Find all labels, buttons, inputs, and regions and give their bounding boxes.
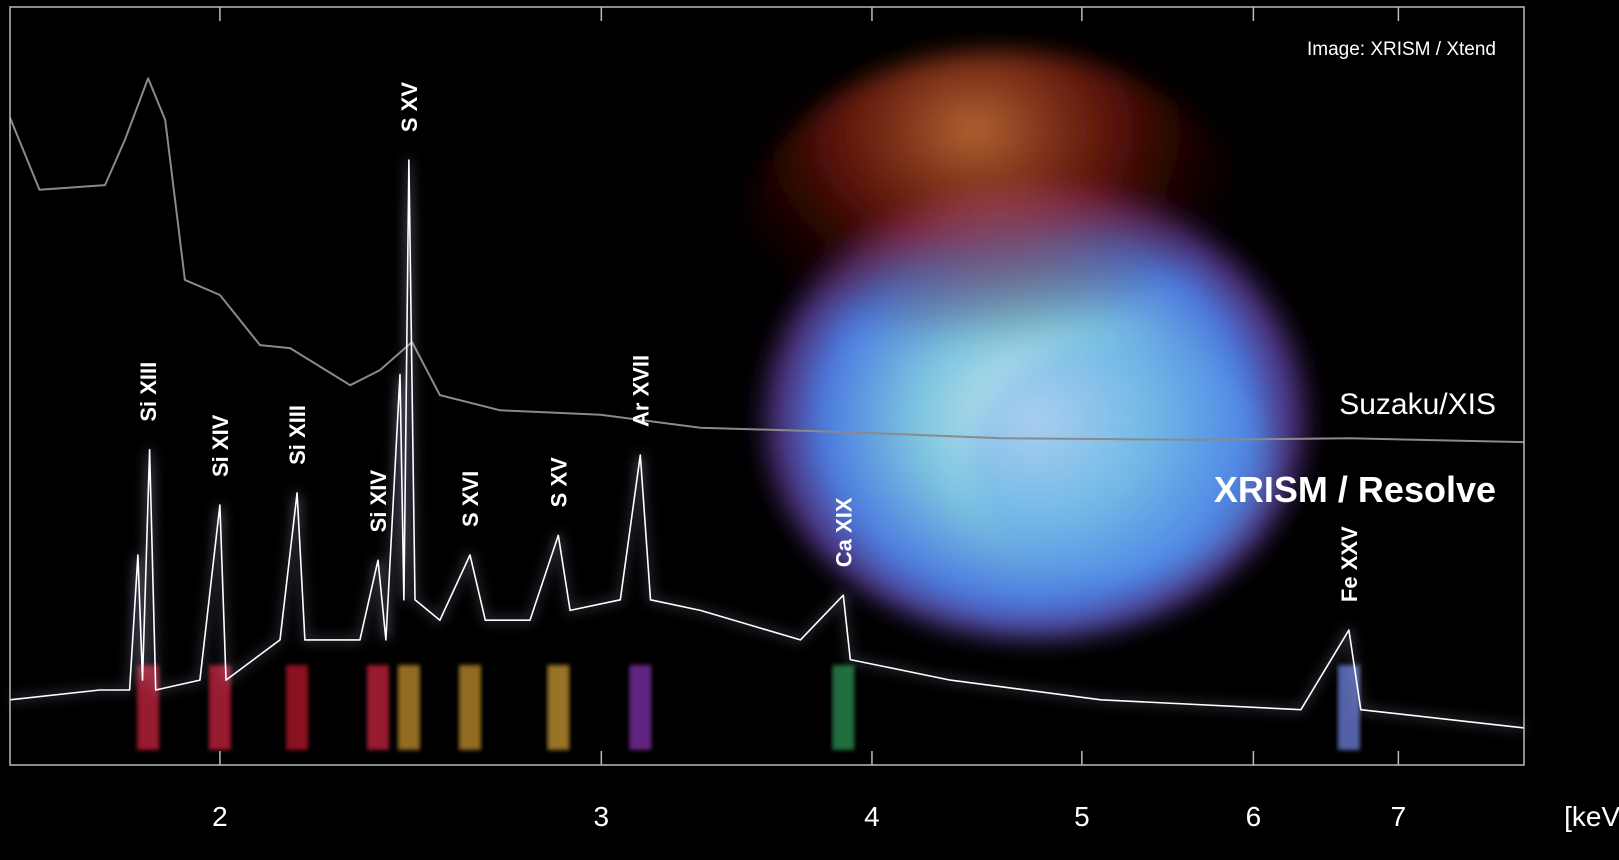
line-label: S XVI bbox=[458, 471, 483, 527]
chart: Image: XRISM / Xtend [keV] 2 3 4 5 6 7 Suzaku/… bbox=[0, 0, 1619, 860]
line-band bbox=[547, 665, 569, 750]
line-label: Ar XVII bbox=[628, 355, 653, 427]
legend-label: Suzaku/XIS bbox=[1339, 388, 1496, 421]
line-label: Si XIV bbox=[208, 414, 233, 477]
line-label: Si XIII bbox=[136, 362, 161, 422]
page: {"chart_data": { "type": "line", "credit… bbox=[0, 0, 1619, 860]
line-band bbox=[367, 665, 389, 750]
x-tick-label: 2 bbox=[212, 801, 228, 832]
line-label: Ca XIX bbox=[831, 497, 856, 567]
legend-label: XRISM / Resolve bbox=[1214, 469, 1496, 510]
line-band bbox=[832, 665, 854, 750]
line-label: Fe XXV bbox=[1337, 526, 1362, 602]
x-tick-label: 5 bbox=[1074, 801, 1090, 832]
line-band bbox=[398, 665, 420, 750]
x-tick-label: 6 bbox=[1246, 801, 1262, 832]
line-band bbox=[629, 665, 651, 750]
line-band bbox=[209, 665, 231, 750]
image-credit: Image: XRISM / Xtend bbox=[1307, 39, 1496, 60]
line-label: S XV bbox=[397, 82, 422, 132]
line-label: Si XIII bbox=[285, 405, 310, 465]
x-tick-label: 4 bbox=[864, 801, 880, 832]
x-tick-label: 7 bbox=[1391, 801, 1407, 832]
line-band bbox=[286, 665, 308, 750]
x-tick-label: 3 bbox=[594, 801, 610, 832]
x-axis-label: [keV] bbox=[1564, 801, 1619, 832]
line-label: S XV bbox=[546, 457, 571, 507]
line-band bbox=[459, 665, 481, 750]
line-label: Si XIV bbox=[366, 470, 391, 533]
